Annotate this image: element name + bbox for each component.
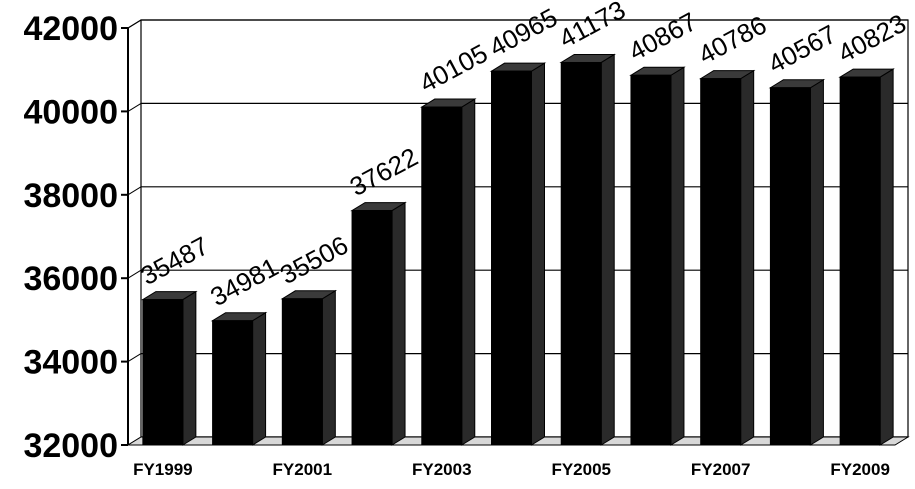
bar [768, 78, 826, 446]
bar-front [630, 74, 672, 446]
x-tick-label: FY1999 [133, 460, 193, 479]
bars [141, 53, 895, 446]
bar-side [740, 69, 755, 446]
bar [698, 69, 756, 446]
y-tick-label: 34000 [23, 344, 118, 382]
y-tick-label: 38000 [23, 177, 118, 215]
bar-front [491, 70, 532, 446]
bar-side [670, 66, 685, 446]
x-tick-labels: FY1999 FY2001 FY2003 FY2005 FY2007 FY2009 [133, 460, 890, 479]
bar-side [182, 290, 197, 446]
bar-front [421, 106, 463, 446]
bar-front [769, 87, 811, 446]
bar-front [212, 320, 254, 446]
gridline-side [127, 102, 142, 112]
bar-side [391, 201, 406, 446]
bar-front [351, 210, 393, 446]
bar-side [252, 311, 267, 446]
y-axis-cap [127, 19, 142, 29]
bar-front [839, 76, 881, 446]
bar [838, 68, 895, 446]
bar-side [321, 289, 336, 446]
bar-side [809, 78, 824, 446]
gridline-side [127, 269, 142, 279]
bar-side [531, 62, 545, 446]
y-tick-label: 36000 [23, 260, 118, 298]
axes [121, 19, 142, 446]
bar [629, 66, 686, 446]
x-tick-label: FY2001 [273, 460, 333, 479]
x-tick-label: FY2009 [830, 460, 890, 479]
bar-side [461, 98, 476, 446]
bar [210, 311, 268, 446]
bar [350, 201, 407, 446]
y-tick-label: 40000 [23, 93, 118, 131]
y-tick-label: 32000 [23, 427, 118, 465]
bar-front [142, 299, 184, 446]
bar-front [700, 78, 742, 446]
gridline-side [127, 186, 142, 196]
bar-side [600, 53, 615, 446]
x-tick-label: FY2005 [551, 460, 611, 479]
bar [420, 98, 477, 446]
bar-front [281, 298, 323, 446]
bar [559, 53, 616, 446]
bar [489, 62, 547, 446]
bar-front [560, 61, 602, 446]
bar [141, 290, 198, 446]
x-tick-label: FY2007 [691, 460, 751, 479]
bar-side [879, 68, 894, 446]
y-tick-label: 42000 [23, 10, 118, 48]
x-tick-label: FY2003 [412, 460, 472, 479]
bar [280, 289, 338, 446]
y-tick-labels: 32000 34000 36000 38000 40000 42000 [23, 10, 118, 465]
gridline-side [127, 353, 142, 363]
